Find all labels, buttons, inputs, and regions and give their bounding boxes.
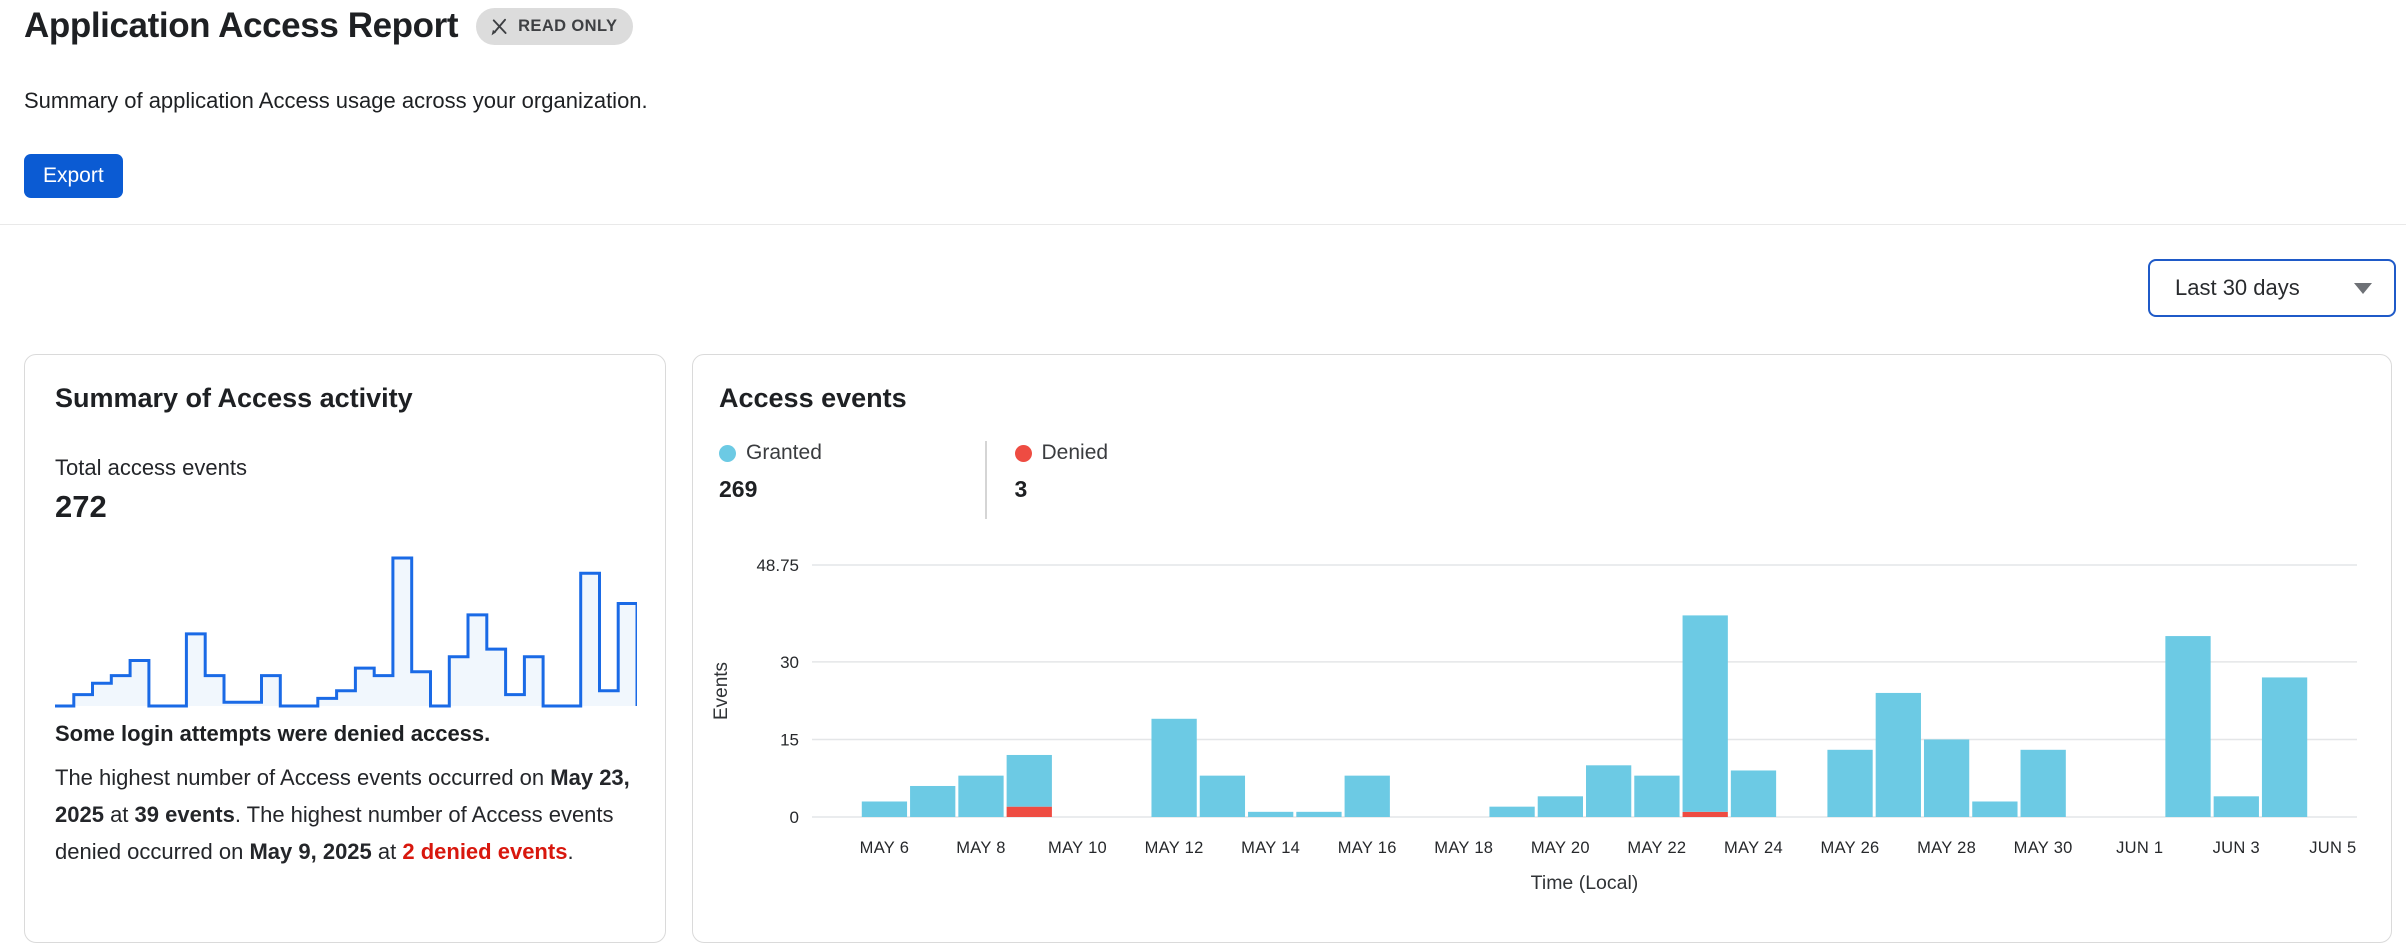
svg-text:MAY 26: MAY 26	[1821, 839, 1880, 857]
svg-text:MAY 20: MAY 20	[1531, 839, 1590, 857]
total-access-events-value: 272	[55, 489, 107, 524]
access-events-title: Access events	[719, 383, 907, 413]
denied-value: 3	[1014, 476, 1028, 502]
time-range-value: Last 30 days	[2175, 275, 2300, 300]
page-subtitle: Summary of application Access usage acro…	[24, 88, 648, 113]
time-range-select[interactable]: Last 30 days	[2148, 259, 2396, 317]
svg-text:MAY 22: MAY 22	[1627, 839, 1686, 857]
granted-value: 269	[719, 476, 758, 502]
denied-label: Denied	[1041, 441, 1109, 464]
legend-item-granted: Granted 269	[719, 441, 985, 519]
legend-divider	[985, 441, 987, 519]
granted-label: Granted	[746, 441, 822, 464]
chart-legend: Granted 269 Denied 3	[719, 441, 1281, 519]
summary-card-title: Summary of Access activity	[55, 383, 413, 413]
denied-access-highlight: Some login attempts were denied access.	[55, 721, 491, 746]
summary-description: The highest number of Access events occu…	[55, 765, 630, 864]
svg-text:MAY 24: MAY 24	[1724, 839, 1783, 857]
svg-text:48.75: 48.75	[756, 556, 799, 575]
svg-text:Time (Local): Time (Local)	[1531, 872, 1639, 894]
svg-text:JUN 1: JUN 1	[2116, 839, 2163, 857]
svg-text:0: 0	[790, 808, 799, 827]
summary-card: Summary of Access activity Total access …	[24, 354, 666, 943]
pencil-slash-icon	[489, 16, 510, 37]
svg-text:15: 15	[780, 730, 799, 749]
page-header: Application Access Report READ ONLY	[24, 6, 634, 46]
read-only-badge: READ ONLY	[476, 7, 634, 45]
svg-text:JUN 5: JUN 5	[2309, 839, 2356, 857]
svg-text:30: 30	[780, 653, 799, 672]
access-activity-sparkline	[55, 555, 639, 709]
access-events-card: Access events Granted 269 Denied 3 0 15 30…	[692, 354, 2392, 943]
denied-dot-icon	[1014, 444, 1032, 462]
svg-text:MAY 6: MAY 6	[860, 839, 910, 857]
svg-text:Events: Events	[711, 662, 732, 720]
total-access-events-label: Total access events	[55, 455, 247, 480]
access-events-bar-chart: 0 15 30 48.75 Events MAY 6 MAY 8 MAY 10 MAY 12 MA…	[693, 551, 2393, 896]
svg-text:MAY 28: MAY 28	[1917, 839, 1976, 857]
chevron-down-icon	[2354, 282, 2372, 294]
svg-text:MAY 10: MAY 10	[1048, 839, 1107, 857]
page-title: Application Access Report	[24, 6, 459, 45]
read-only-badge-label: READ ONLY	[518, 16, 618, 35]
svg-text:JUN 3: JUN 3	[2213, 839, 2260, 857]
svg-text:MAY 18: MAY 18	[1434, 839, 1493, 857]
svg-text:MAY 8: MAY 8	[956, 839, 1006, 857]
legend-item-denied: Denied 3	[1014, 441, 1281, 519]
svg-text:MAY 30: MAY 30	[2014, 839, 2073, 857]
svg-text:MAY 16: MAY 16	[1338, 839, 1397, 857]
svg-text:MAY 12: MAY 12	[1145, 839, 1204, 857]
header-divider	[0, 224, 2406, 225]
svg-text:MAY 14: MAY 14	[1241, 839, 1300, 857]
granted-dot-icon	[719, 444, 736, 462]
export-button[interactable]: Export	[24, 154, 123, 198]
